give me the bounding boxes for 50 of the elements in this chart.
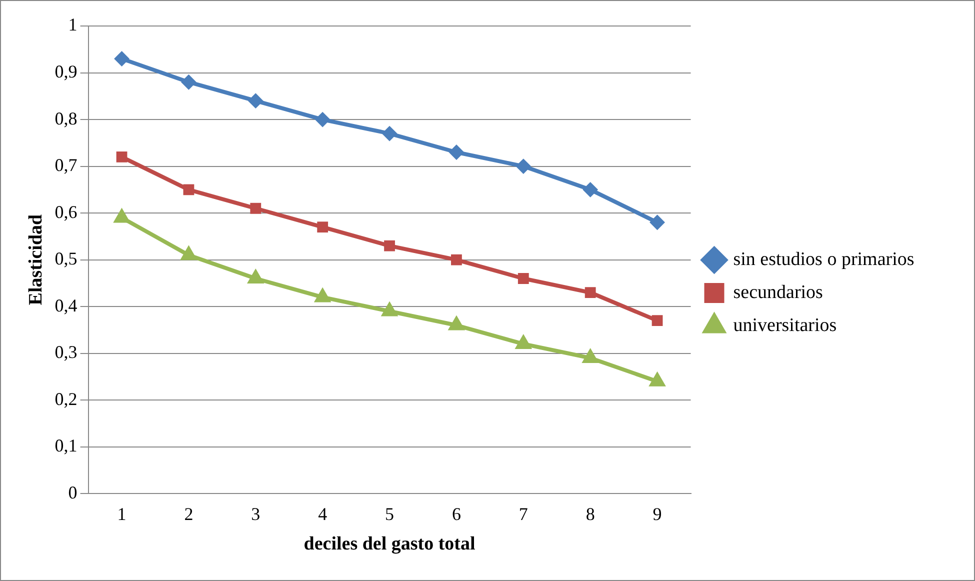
point	[315, 112, 330, 128]
point	[180, 246, 198, 260]
x-tick-label: 1	[117, 504, 126, 524]
point	[448, 316, 465, 330]
y-tick-label: 0,1	[54, 436, 78, 456]
x-axis-title: deciles del gasto total	[304, 534, 476, 555]
point	[384, 240, 395, 252]
point	[317, 222, 328, 233]
point	[648, 372, 666, 386]
legend-label: secundarios	[733, 282, 823, 303]
point	[314, 288, 331, 302]
x-tick-label: 6	[452, 504, 461, 524]
point	[114, 51, 130, 66]
x-tick-label: 4	[318, 504, 328, 524]
y-tick-label: 0,3	[54, 342, 78, 362]
x-tick-label: 5	[385, 504, 394, 524]
y-tick-label: 0,6	[54, 202, 78, 222]
point	[183, 184, 194, 196]
x-tick-label: 3	[251, 504, 260, 524]
x-tick-label: 8	[586, 504, 595, 524]
x-tick-label: 9	[652, 504, 662, 524]
y-axis-title: Elasticidad	[25, 214, 46, 306]
point	[381, 302, 398, 316]
y-tick-label: 0	[68, 482, 78, 502]
point	[248, 93, 264, 108]
point	[448, 144, 464, 160]
y-tick-label: 0,4	[54, 295, 78, 316]
y-tick-label: 0,7	[54, 155, 78, 176]
legend-label: universitarios	[733, 314, 837, 336]
x-tick-label: 7	[518, 504, 528, 524]
point	[584, 287, 596, 298]
point	[515, 334, 532, 349]
point	[518, 273, 529, 284]
x-tick-label: 2	[184, 504, 194, 524]
y-tick-label: 0,9	[54, 61, 78, 82]
point	[582, 348, 599, 363]
point	[382, 126, 398, 142]
y-tick-label: 0,2	[54, 388, 78, 409]
y-tick-label: 0,8	[54, 108, 78, 128]
point	[650, 214, 665, 230]
point	[582, 182, 598, 198]
y-tick-label: 1	[68, 14, 78, 35]
point	[451, 254, 462, 266]
legend-label: sin estudios o primarios	[733, 248, 914, 270]
point	[516, 158, 531, 174]
point	[247, 269, 264, 284]
point	[116, 151, 128, 162]
point	[250, 202, 262, 214]
point	[181, 74, 196, 90]
y-tick-label: 0,5	[54, 248, 78, 269]
